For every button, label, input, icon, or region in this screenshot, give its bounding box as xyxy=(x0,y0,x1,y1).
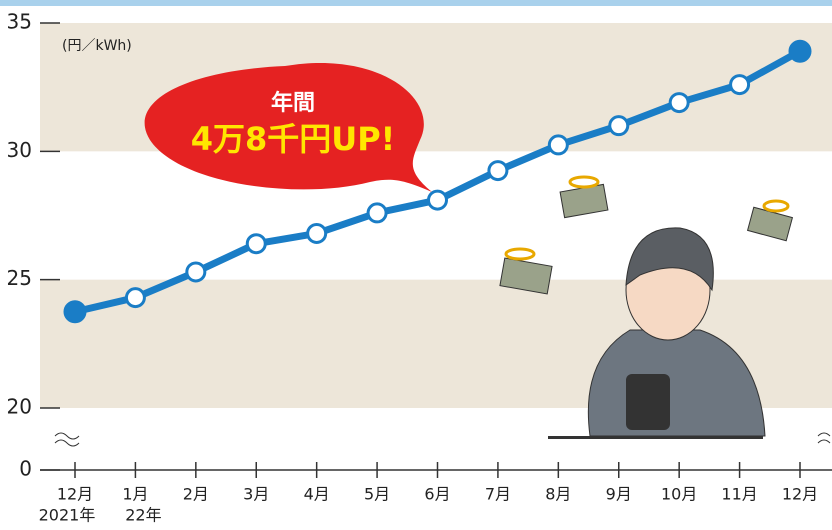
x-tick-label: 8月 xyxy=(545,485,571,504)
x-tick-label: 12月 xyxy=(782,485,818,504)
data-point xyxy=(790,41,810,61)
data-point xyxy=(368,204,386,222)
unit-label: (円／kWh) xyxy=(62,38,132,54)
y-tick-label: 25 xyxy=(7,266,32,290)
y-tick-label: 35 xyxy=(7,10,32,34)
data-point xyxy=(187,263,205,281)
x-tick-label: 7月 xyxy=(485,485,511,504)
x-tick-label: 1月 xyxy=(122,485,148,504)
chart: (円／kWh) 0 20 25 30 35 12月 1月 2月 3月 4月 5月 6月 7月 8月 9月 10… xyxy=(0,0,832,526)
data-point xyxy=(489,162,507,180)
top-stripe xyxy=(0,0,832,6)
x-tick-label: 4月 xyxy=(304,485,330,504)
data-point xyxy=(65,302,85,322)
x-tick-label: 11月 xyxy=(721,485,757,504)
x-tick-label: 10月 xyxy=(661,485,697,504)
callout-line2: 4万8千円UP! xyxy=(191,120,396,158)
year-label: 22年 xyxy=(125,506,161,525)
data-point xyxy=(126,289,144,307)
y-tick-label: 20 xyxy=(7,395,32,419)
year-label: 2021年 xyxy=(39,506,96,525)
x-tick-label: 12月 xyxy=(57,485,93,504)
x-tick-label: 2月 xyxy=(183,485,209,504)
data-point xyxy=(610,117,628,135)
x-tick-label: 9月 xyxy=(606,485,632,504)
phone xyxy=(626,374,670,430)
data-point xyxy=(731,76,749,94)
data-point xyxy=(308,224,326,242)
data-point xyxy=(247,235,265,253)
data-point xyxy=(549,136,567,154)
callout-line1: 年間 xyxy=(271,90,315,116)
axis-break xyxy=(55,433,79,446)
x-tick-label: 6月 xyxy=(424,485,450,504)
x-tick-label: 3月 xyxy=(243,485,269,504)
data-point xyxy=(670,94,688,112)
page: {"chart_data": { "type": "line", "unit_l… xyxy=(0,0,832,530)
x-tick-label: 5月 xyxy=(364,485,390,504)
y-tick-label: 30 xyxy=(7,138,32,162)
y-tick-label: 0 xyxy=(19,457,32,481)
data-point xyxy=(429,191,447,209)
axis-break xyxy=(818,433,830,443)
